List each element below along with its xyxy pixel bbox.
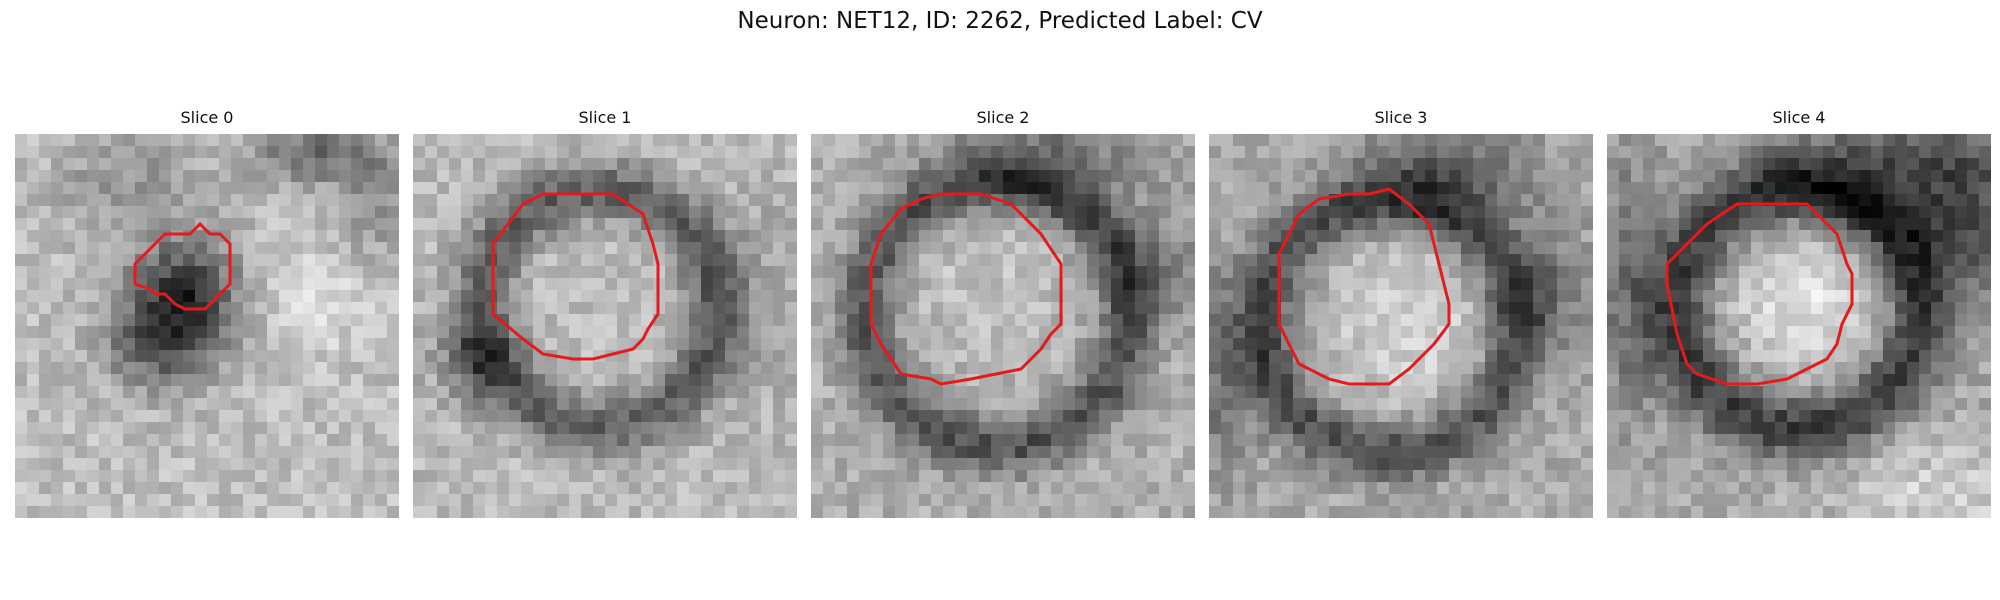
slice-image xyxy=(413,134,797,518)
slice-title: Slice 1 xyxy=(578,108,632,127)
slice-title: Slice 4 xyxy=(1772,108,1826,127)
segmentation-contour xyxy=(133,221,232,311)
segmentation-contour xyxy=(1665,202,1854,386)
segmentation-contour xyxy=(869,192,1063,386)
slice-image xyxy=(811,134,1195,518)
slice-image xyxy=(1607,134,1991,518)
slice-image xyxy=(1209,134,1593,518)
slice-image xyxy=(15,134,399,518)
slice-title: Slice 2 xyxy=(976,108,1030,127)
segmentation-contour xyxy=(1277,187,1451,386)
figure-title: Neuron: NET12, ID: 2262, Predicted Label… xyxy=(737,8,1263,34)
segmentation-contour xyxy=(491,192,660,361)
slice-title: Slice 0 xyxy=(180,108,234,127)
slice-title: Slice 3 xyxy=(1374,108,1428,127)
